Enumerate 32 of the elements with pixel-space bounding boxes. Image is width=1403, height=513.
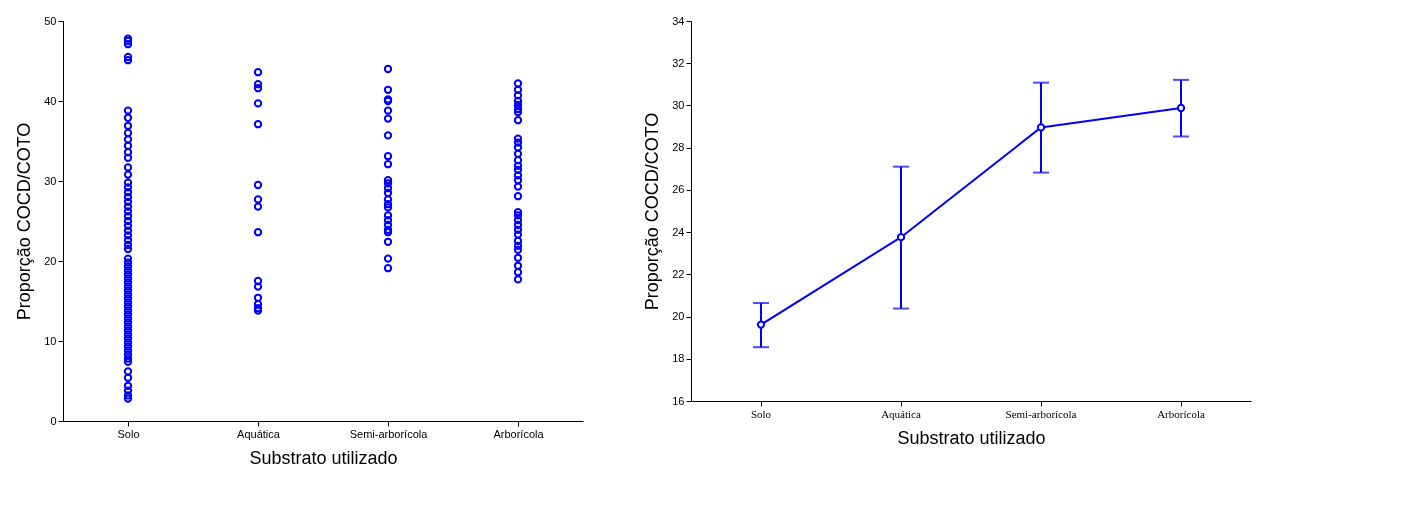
point [1176,103,1186,113]
x-tick-label: Solo [750,407,772,420]
y-tick-label: 30 [44,174,57,187]
point [756,320,766,329]
y-tick-label: 16 [672,394,685,407]
y-tick-label: 26 [672,183,685,196]
y-tick-label: 24 [672,225,685,238]
y-tick-label: 20 [672,310,685,323]
y-tick-label: 34 [672,14,685,27]
y-tick-label: 0 [50,414,57,427]
y-tick-label: 32 [672,56,685,69]
y-tick-label: 40 [44,94,57,107]
y-tick-label: 20 [44,254,57,267]
x-axis-title: Substrato utilizado [897,427,1046,448]
x-tick-label: Semi-arborícola [349,427,429,440]
y-tick-label: 30 [672,98,685,111]
y-axis-title: Proporção COCD/COTO [14,122,35,321]
x-tick-label: Semi-arborícola [1005,407,1077,420]
y-tick-label: 22 [672,267,685,280]
x-tick-label: Arborícola [493,427,545,440]
x-tick-label: Arborícola [1157,407,1205,420]
point [896,233,906,242]
x-axis-title: Substrato utilizado [249,447,398,468]
x-tick-label: Aquática [881,407,921,420]
y-axis-title: Proporção COCD/COTO [642,112,663,311]
point [1036,123,1046,132]
y-tick-label: 28 [672,141,685,154]
x-tick-label: Solo [117,427,140,440]
y-tick-label: 50 [44,14,57,27]
y-tick-label: 10 [44,334,57,347]
y-tick-label: 18 [672,352,685,365]
x-tick-label: Aquática [237,427,281,440]
